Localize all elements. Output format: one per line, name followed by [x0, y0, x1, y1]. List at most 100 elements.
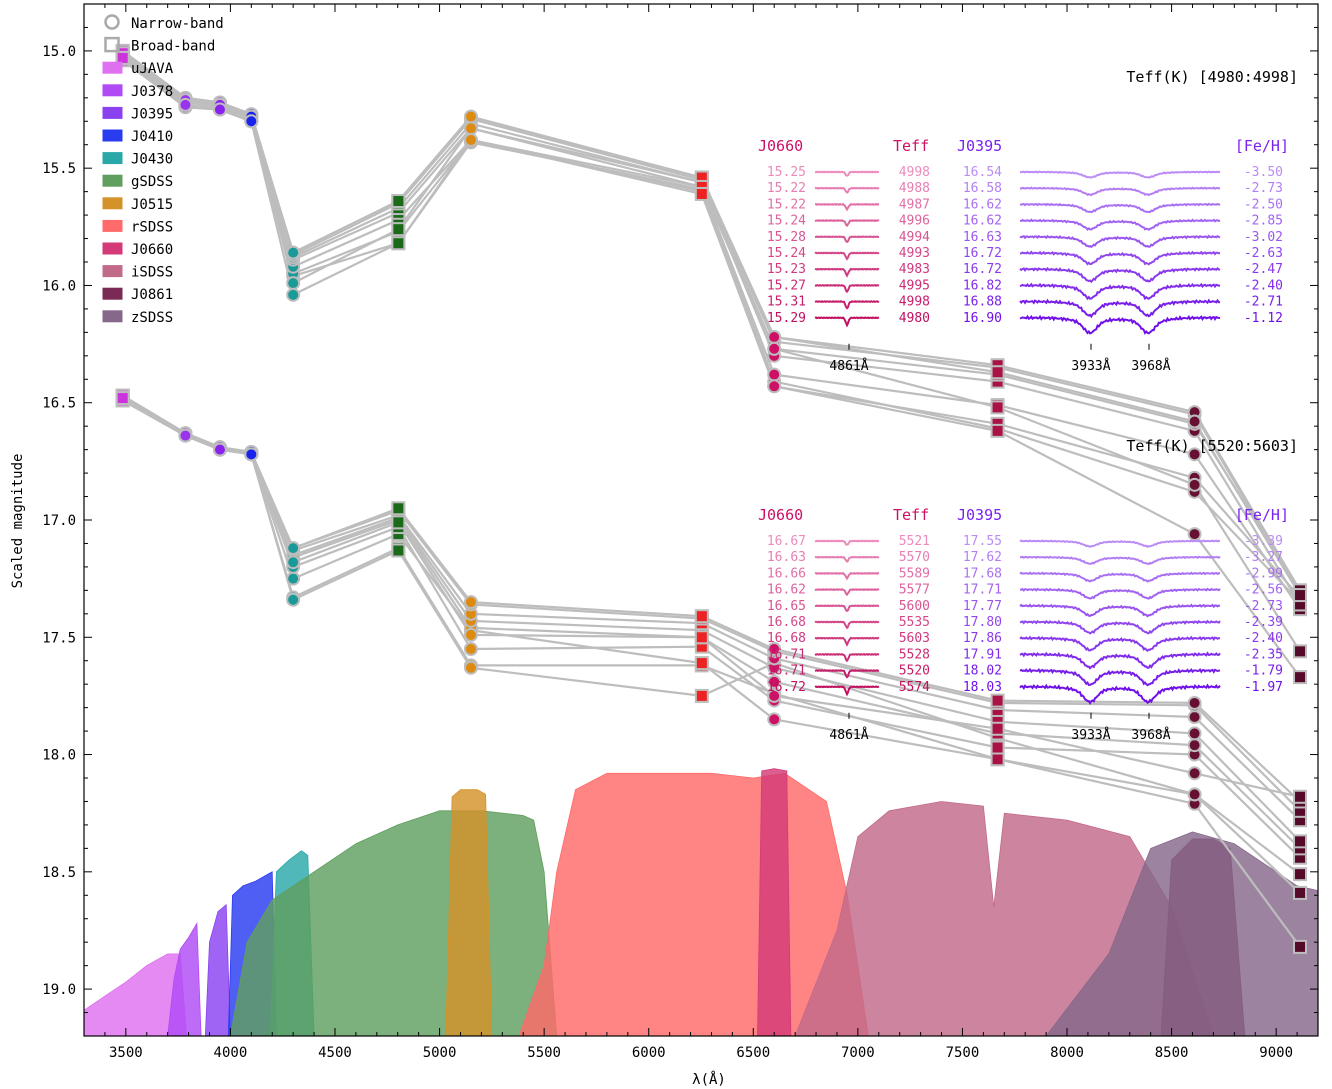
row-halpha-spectrum [814, 539, 880, 546]
legend-patch [102, 61, 123, 74]
row-j0660-value: 15.29 [767, 311, 806, 326]
marker-J0861-g0-s7 [1187, 414, 1202, 429]
panel-header-teff: Teff [893, 506, 929, 524]
marker-J0660-g1-s9 [767, 688, 782, 703]
marker-J0430-g1-s8 [286, 541, 301, 556]
legend-item-j0660: J0660 [102, 242, 173, 258]
marker-zSDSS-g0-s9 [1293, 670, 1308, 685]
row-j0395-value: 16.63 [963, 230, 1002, 245]
x-tick-label: 8500 [1155, 1045, 1189, 1061]
marker-gSDSS-g1-s9 [391, 515, 406, 530]
sed-line-g0-s9 [122, 57, 1301, 678]
row-teff-value: 4996 [899, 214, 930, 229]
legend-patch [102, 287, 123, 300]
row-j0660-value: 15.22 [767, 181, 806, 196]
transmission-zSDSS [1045, 831, 1318, 1036]
legend-item-j0515: J0515 [102, 197, 173, 213]
group-label: Teff(K) [4980:4998] [1126, 68, 1298, 86]
marker-J0515-g1-s3 [463, 642, 478, 656]
row-feh-value: -2.47 [1244, 262, 1283, 277]
row-halpha-spectrum [814, 669, 880, 679]
marker-rSDSS-g1-s1 [694, 688, 709, 703]
marker-J0660-g1-s8 [767, 642, 782, 656]
row-halpha-spectrum [814, 300, 880, 310]
row-feh-value: -3.39 [1244, 534, 1283, 549]
marker-iSDSS-g0-s9 [990, 423, 1005, 438]
feature-label-3933: 3933Å [1071, 727, 1110, 743]
feature-label-3968: 3968Å [1131, 727, 1170, 743]
row-feh-value: -1.97 [1244, 680, 1283, 695]
marker-J0861-g0-s8 [1187, 477, 1202, 492]
marker-J0515-g0-s8 [463, 121, 478, 136]
legend-item-narrow-band: Narrow-band [104, 14, 224, 32]
panel-header-teff: Teff [893, 137, 929, 155]
feature-label-4861: 4861Å [829, 358, 868, 374]
transmission-uJAVA [84, 953, 187, 1036]
y-tick-label: 17.0 [42, 513, 76, 529]
row-feh-value: -2.50 [1244, 197, 1283, 212]
row-cahk-spectrum [1019, 539, 1221, 548]
legend-square-symbol [104, 36, 120, 53]
y-axis: 15.0 15.5 16.0 16.5 17.0 17.5 18.0 18.5 19.0 [42, 26, 1318, 1014]
marker-J0660-g1-s2 [767, 712, 782, 727]
spectra-panel-0: Teff(K) [4980:4998] J0660 Teff J0395 [Fe/H] 1… [758, 68, 1298, 374]
row-j0395-value: 16.58 [963, 181, 1002, 196]
row-j0395-value: 18.03 [963, 680, 1002, 695]
row-halpha-spectrum [814, 588, 880, 597]
row-feh-value: -2.85 [1244, 214, 1283, 229]
marker-uJAVA-g1-s9 [115, 391, 130, 406]
row-cahk-spectrum [1019, 587, 1221, 600]
row-teff-value: 4988 [899, 181, 930, 196]
panel-header-j0660: J0660 [758, 506, 803, 524]
transmission-J0395 [204, 903, 231, 1036]
row-cahk-spectrum [1019, 651, 1221, 670]
row-j0660-value: 16.71 [767, 664, 806, 679]
marker-iSDSS-g1-s9 [990, 721, 1005, 736]
feature-label-4861: 4861Å [829, 727, 868, 743]
row-cahk-spectrum [1019, 667, 1221, 687]
legend-label: J0861 [131, 287, 173, 303]
row-j0395-value: 17.55 [963, 534, 1002, 549]
x-tick-label: 4000 [214, 1045, 248, 1061]
x-tick-label: 7000 [841, 1045, 875, 1061]
marker-J0515-g0-s7 [463, 109, 478, 124]
row-j0395-value: 16.82 [963, 278, 1002, 293]
legend-patch [102, 310, 123, 323]
marker-zSDSS-g1-s9 [1293, 789, 1308, 804]
row-j0660-value: 16.68 [767, 631, 806, 646]
row-halpha-spectrum [814, 219, 880, 228]
row-cahk-spectrum [1020, 250, 1221, 266]
marker-J0515-g1-s9 [463, 627, 478, 642]
row-feh-value: -2.63 [1244, 246, 1283, 261]
marker-J0515-g0-s9 [463, 133, 478, 148]
marker-J0861-g1-s2 [1187, 787, 1202, 802]
row-cahk-spectrum [1019, 186, 1221, 197]
sed-line-g0-s0 [122, 59, 1301, 603]
row-cahk-spectrum [1019, 555, 1221, 566]
row-halpha-spectrum [814, 235, 880, 244]
marker-J0430-g0-s8 [286, 276, 301, 291]
legend-item-gsdss: gSDSS [102, 174, 173, 190]
marker-gSDSS-g0-s9 [391, 236, 406, 251]
row-teff-value: 4987 [899, 197, 930, 212]
marker-J0515-g1-s8 [463, 595, 478, 610]
row-teff-value: 5570 [899, 550, 930, 565]
row-j0660-value: 15.24 [767, 246, 806, 261]
row-j0660-value: 16.68 [767, 615, 806, 630]
row-teff-value: 5574 [899, 680, 930, 695]
row-cahk-spectrum [1019, 635, 1221, 653]
legend-label: J0515 [131, 197, 173, 213]
row-feh-value: -1.12 [1244, 311, 1283, 326]
row-teff-value: 5603 [899, 631, 930, 646]
row-j0395-value: 17.86 [963, 631, 1002, 646]
row-j0660-value: 15.24 [767, 214, 806, 229]
row-j0660-value: 16.62 [767, 583, 806, 598]
spectra-panels: Teff(K) [4980:4998] J0660 Teff J0395 [Fe/H] 1… [758, 68, 1298, 743]
marker-J0378-g0-s9 [178, 97, 193, 112]
row-j0660-value: 16.65 [767, 599, 806, 614]
row-cahk-spectrum [1019, 314, 1221, 335]
transmission-J0515 [445, 789, 493, 1036]
row-cahk-spectrum [1019, 571, 1221, 583]
row-feh-value: -3.50 [1244, 165, 1283, 180]
row-feh-value: -2.73 [1244, 599, 1283, 614]
